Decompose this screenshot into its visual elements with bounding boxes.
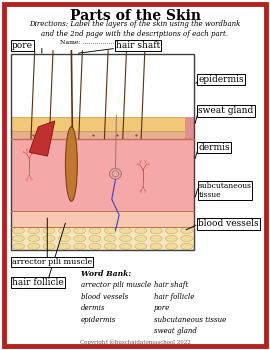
Text: subcutaneous tissue: subcutaneous tissue bbox=[154, 316, 226, 324]
Ellipse shape bbox=[12, 243, 24, 250]
Ellipse shape bbox=[43, 228, 55, 234]
Ellipse shape bbox=[120, 243, 131, 250]
Ellipse shape bbox=[104, 243, 116, 250]
Ellipse shape bbox=[166, 228, 177, 234]
Text: dermis: dermis bbox=[81, 304, 106, 312]
Polygon shape bbox=[29, 121, 55, 156]
Ellipse shape bbox=[89, 243, 101, 250]
Bar bbox=[11, 211, 194, 227]
Bar bbox=[11, 227, 194, 250]
Text: dermis: dermis bbox=[198, 143, 230, 152]
Ellipse shape bbox=[58, 236, 70, 241]
Text: Copyright @buschaidatomaschool 2022: Copyright @buschaidatomaschool 2022 bbox=[80, 340, 190, 345]
Ellipse shape bbox=[89, 236, 101, 241]
Ellipse shape bbox=[120, 228, 131, 234]
Text: blood vessels: blood vessels bbox=[198, 219, 259, 229]
Ellipse shape bbox=[28, 243, 40, 250]
Ellipse shape bbox=[89, 228, 101, 234]
Bar bbox=[11, 139, 194, 211]
Ellipse shape bbox=[135, 228, 147, 234]
Ellipse shape bbox=[135, 243, 147, 250]
Text: hair follicle: hair follicle bbox=[12, 278, 64, 287]
Ellipse shape bbox=[58, 243, 70, 250]
Ellipse shape bbox=[150, 236, 162, 241]
Text: Directions: Label the layers of the skin using the wordbank
and the 2nd page wit: Directions: Label the layers of the skin… bbox=[29, 20, 241, 38]
Ellipse shape bbox=[74, 236, 86, 241]
Ellipse shape bbox=[150, 228, 162, 234]
Ellipse shape bbox=[150, 243, 162, 250]
Ellipse shape bbox=[166, 236, 177, 241]
Ellipse shape bbox=[28, 236, 40, 241]
Ellipse shape bbox=[104, 236, 116, 241]
Text: Parts of the Skin: Parts of the Skin bbox=[69, 9, 201, 23]
Bar bbox=[185, 117, 194, 139]
Text: Word Bank:: Word Bank: bbox=[81, 270, 131, 278]
Bar bbox=[11, 131, 194, 139]
Ellipse shape bbox=[12, 228, 24, 234]
Text: pore: pore bbox=[154, 304, 170, 312]
Ellipse shape bbox=[120, 236, 131, 241]
Ellipse shape bbox=[28, 228, 40, 234]
Text: hair shaft: hair shaft bbox=[116, 41, 160, 50]
Text: Name: ...............................: Name: ............................... bbox=[60, 40, 145, 44]
Text: epidermis: epidermis bbox=[198, 75, 244, 84]
Text: hair shaft: hair shaft bbox=[154, 281, 188, 289]
Ellipse shape bbox=[43, 243, 55, 250]
Ellipse shape bbox=[181, 236, 193, 241]
Ellipse shape bbox=[58, 228, 70, 234]
Ellipse shape bbox=[65, 127, 77, 201]
Text: subcutaneous
tissue: subcutaneous tissue bbox=[198, 182, 251, 199]
Ellipse shape bbox=[166, 243, 177, 250]
Text: arrector pili muscle: arrector pili muscle bbox=[12, 258, 92, 266]
Text: sweat gland: sweat gland bbox=[154, 327, 197, 335]
Text: hair follicle: hair follicle bbox=[154, 293, 194, 301]
Bar bbox=[11, 54, 194, 250]
Ellipse shape bbox=[181, 228, 193, 234]
Bar bbox=[11, 117, 194, 131]
Text: sweat gland: sweat gland bbox=[198, 106, 254, 116]
Ellipse shape bbox=[135, 236, 147, 241]
Ellipse shape bbox=[104, 228, 116, 234]
Ellipse shape bbox=[12, 236, 24, 241]
Ellipse shape bbox=[74, 243, 86, 250]
Text: arrector pili muscle: arrector pili muscle bbox=[81, 281, 151, 289]
Text: epidermis: epidermis bbox=[81, 316, 116, 324]
Ellipse shape bbox=[43, 236, 55, 241]
Ellipse shape bbox=[74, 228, 86, 234]
Text: blood vessels: blood vessels bbox=[81, 293, 128, 301]
Ellipse shape bbox=[181, 243, 193, 250]
Text: pore: pore bbox=[12, 41, 33, 50]
